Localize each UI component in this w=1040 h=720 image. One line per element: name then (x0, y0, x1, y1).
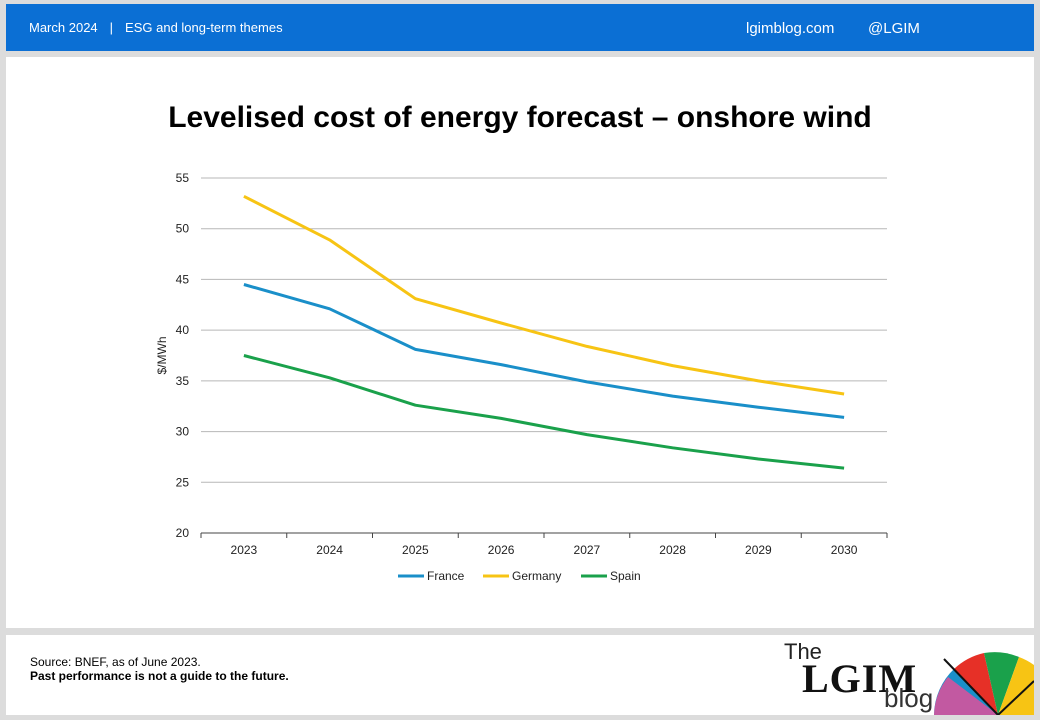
y-tick-label: 40 (176, 323, 190, 337)
header-separator: | (109, 20, 114, 35)
header-date: March 2024 (29, 20, 98, 35)
site-link[interactable]: lgimblog.com (746, 20, 835, 37)
footer: Source: BNEF, as of June 2023. Past perf… (6, 635, 1034, 715)
series-line-germany (243, 194, 845, 396)
header-bar: March 2024 | ESG and long-term themes lgim… (6, 4, 1034, 51)
x-tick-label: 2026 (488, 543, 515, 557)
y-tick-label: 45 (176, 272, 190, 286)
x-tick-label: 2023 (231, 543, 258, 557)
x-tick-label: 2028 (659, 543, 686, 557)
logo-lgim: LGIM (802, 656, 918, 701)
y-axis-label: $/MWh (155, 336, 169, 374)
legend-label-france: France (427, 569, 465, 583)
disclaimer: Past performance is not a guide to the f… (30, 669, 289, 683)
y-tick-label: 30 (176, 425, 190, 439)
source-note: Source: BNEF, as of June 2023. (30, 655, 201, 669)
umbrella-icon (934, 652, 1034, 715)
chart-panel: Levelised cost of energy forecast – onsh… (6, 57, 1034, 628)
logo-blog: blog (884, 683, 934, 713)
lgim-blog-logo: The LGIM blog (766, 635, 1034, 715)
logo-the: The (784, 639, 822, 664)
chart-title: Levelised cost of energy forecast – onsh… (168, 101, 872, 134)
twitter-handle-link[interactable]: @LGIM (868, 20, 920, 37)
y-tick-label: 50 (176, 222, 190, 236)
header-section: ESG and long-term themes (125, 20, 283, 35)
header-meta: March 2024 | ESG and long-term themes (29, 20, 283, 35)
x-tick-label: 2030 (831, 543, 858, 557)
y-tick-label: 55 (176, 171, 190, 185)
x-tick-label: 2024 (316, 543, 343, 557)
legend-label-spain: Spain (610, 569, 641, 583)
y-tick-label: 35 (176, 374, 190, 388)
series-line-spain (243, 354, 845, 470)
y-tick-label: 25 (176, 475, 190, 489)
legend-label-germany: Germany (512, 569, 561, 583)
x-tick-label: 2027 (574, 543, 601, 557)
series-line-france (243, 283, 845, 419)
x-tick-label: 2025 (402, 543, 429, 557)
x-tick-label: 2029 (745, 543, 772, 557)
y-tick-label: 20 (176, 526, 190, 540)
